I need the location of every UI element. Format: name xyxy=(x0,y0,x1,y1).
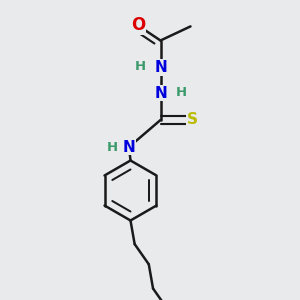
Text: N: N xyxy=(123,140,135,154)
Text: N: N xyxy=(154,85,167,100)
Text: N: N xyxy=(154,60,167,75)
Text: O: O xyxy=(131,16,145,34)
Text: S: S xyxy=(187,112,197,128)
Text: H: H xyxy=(107,141,118,154)
Text: H: H xyxy=(175,86,187,99)
Text: H: H xyxy=(134,60,146,74)
